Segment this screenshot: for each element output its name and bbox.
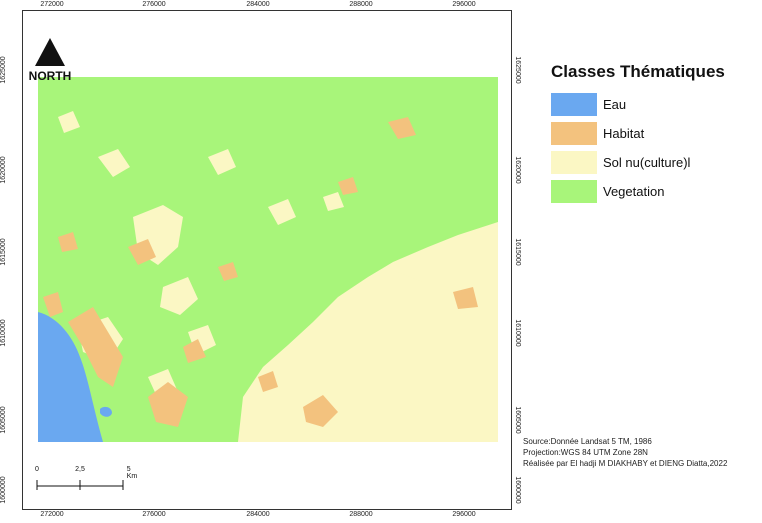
scale-bar: 0 2,5 5 Km [35,466,138,496]
habitat-areas [43,117,478,427]
water-pond [100,406,112,417]
legend-swatch [551,122,597,145]
tick-x-bottom: 284000 [246,511,270,518]
tick-x-bottom: 272000 [40,511,64,518]
legend-item-eau: Eau [551,90,725,119]
tick-y-left: 1625000 [0,56,8,84]
map-credits: Source:Donnée Landsat 5 TM, 1986 Project… [523,436,727,469]
north-arrow: NORTH [28,38,72,83]
legend-item-sol-nu: Sol nu(culture)l [551,148,725,177]
water-body [38,312,103,442]
tick-y-left: 1610000 [0,319,8,347]
tick-y-right: 1600000 [514,476,522,504]
tick-y-left: 1605000 [0,406,8,434]
tick-x-bottom: 276000 [142,511,166,518]
tick-x-top: 276000 [142,1,166,8]
legend-title: Classes Thématiques [551,62,725,81]
tick-y-left: 1615000 [0,238,8,266]
tick-y-right: 1605000 [514,406,522,434]
tick-x-bottom: 288000 [349,511,373,518]
tick-y-left: 1600000 [0,476,8,504]
scale-label: 0 [35,466,39,473]
tick-y-left: 1620000 [0,156,8,184]
tick-x-top: 288000 [349,1,373,8]
credit-projection: Projection:WGS 84 UTM Zone 28N [523,448,648,457]
credit-source: Source:Donnée Landsat 5 TM, 1986 [523,437,652,446]
north-label: NORTH [28,69,72,83]
tick-x-top: 284000 [246,1,270,8]
tick-y-right: 1625000 [514,56,522,84]
scale-bar-graphic [36,480,124,490]
legend: Classes Thématiques Eau Habitat Sol nu(c… [551,62,725,206]
map-frame [22,10,512,510]
tick-x-bottom: 296000 [452,511,476,518]
legend-swatch [551,93,597,116]
tick-y-right: 1610000 [514,319,522,347]
legend-swatch [551,151,597,174]
tick-y-right: 1620000 [514,156,522,184]
legend-item-vegetation: Vegetation [551,177,725,206]
legend-label: Vegetation [603,184,665,199]
credit-author: Réalisée par El hadji M DIAKHABY et DIEN… [523,459,728,468]
tick-y-right: 1615000 [514,238,522,266]
land-cover-map [38,77,498,442]
north-arrow-icon [35,38,65,66]
legend-swatch [551,180,597,203]
legend-label: Sol nu(culture)l [603,155,691,170]
tick-x-top: 296000 [452,1,476,8]
scale-label: 5 Km [126,466,138,480]
scale-label: 2,5 [75,466,85,473]
legend-item-habitat: Habitat [551,119,725,148]
legend-label: Eau [603,97,627,112]
legend-label: Habitat [603,126,645,141]
tick-x-top: 272000 [40,1,64,8]
